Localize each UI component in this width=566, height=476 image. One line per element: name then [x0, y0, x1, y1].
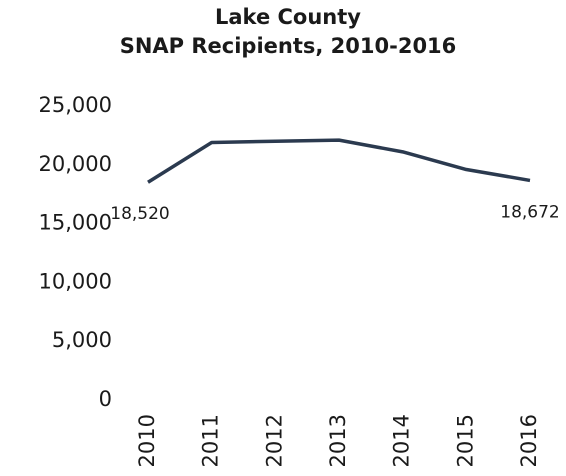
chart-subtitle: SNAP Recipients, 2010-2016	[120, 34, 457, 58]
x-tick-label: 2011	[199, 414, 223, 467]
y-tick-label: 20,000	[39, 152, 112, 176]
y-tick-label: 25,000	[39, 93, 112, 117]
x-tick-label: 2014	[390, 414, 414, 467]
line	[147, 138, 531, 184]
data-label: 18,672	[500, 202, 559, 222]
x-tick-label: 2013	[326, 414, 350, 467]
x-tick-label: 2012	[262, 414, 286, 467]
data-label: 18,520	[110, 204, 169, 224]
x-tick-label: 2016	[517, 414, 541, 467]
y-tick-label: 10,000	[39, 269, 112, 293]
x-tick-label: 2010	[135, 414, 159, 467]
x-tick-label: 2015	[453, 414, 477, 467]
chart-title: Lake County	[215, 5, 361, 29]
y-tick-label: 15,000	[39, 211, 112, 235]
y-tick-label: 0	[99, 387, 112, 411]
y-tick-label: 5,000	[52, 328, 112, 352]
